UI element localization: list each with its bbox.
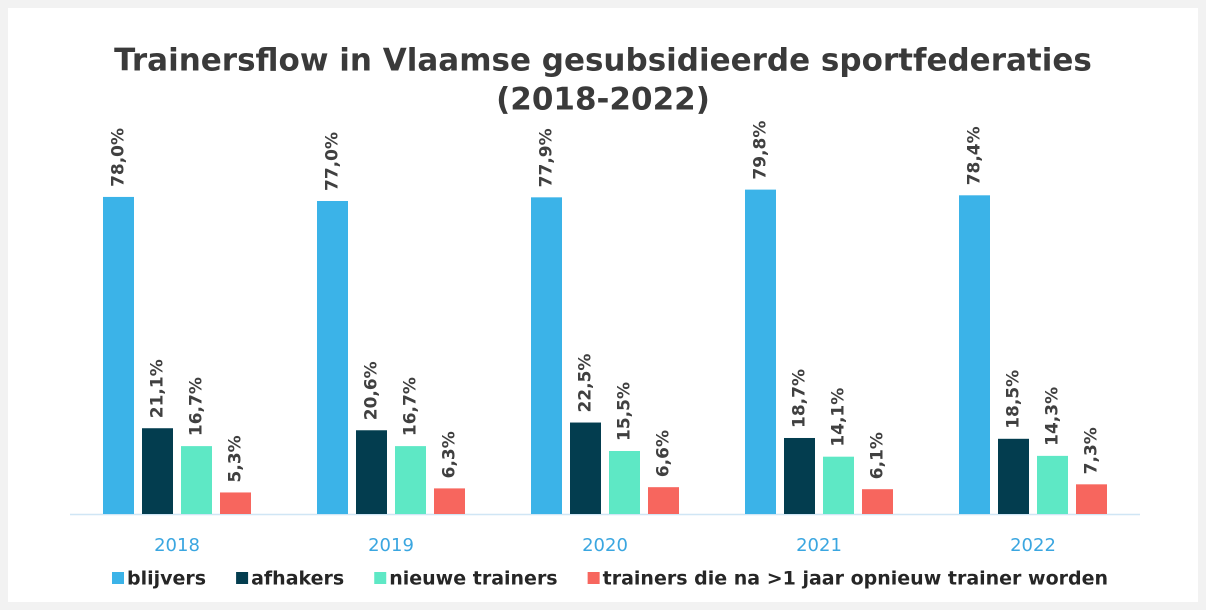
data-label: 78,0%	[109, 128, 129, 187]
data-label: 77,0%	[323, 132, 343, 191]
x-tick-label: 2019	[368, 535, 414, 556]
bar	[317, 200, 348, 514]
data-label: 20,6%	[362, 361, 382, 420]
bar	[1076, 484, 1107, 514]
bar	[648, 487, 679, 514]
bar	[1037, 455, 1068, 514]
bar	[998, 438, 1029, 514]
legend-swatch	[374, 572, 387, 584]
x-tick-label: 2020	[582, 535, 628, 556]
x-tick-label: 2022	[1010, 535, 1056, 556]
bar	[434, 488, 465, 514]
bar	[220, 492, 251, 514]
bar	[356, 430, 387, 514]
data-label: 6,3%	[440, 431, 460, 478]
data-label: 22,5%	[576, 354, 596, 413]
bar	[103, 196, 134, 514]
data-label: 14,1%	[829, 388, 849, 447]
data-label: 16,7%	[401, 377, 421, 436]
chart-title: Trainersflow in Vlaamse gesubsidieerde s…	[114, 43, 1092, 79]
data-label: 7,3%	[1082, 427, 1102, 474]
data-label: 79,8%	[751, 121, 771, 180]
x-tick-label: 2021	[796, 535, 842, 556]
bar	[395, 446, 426, 514]
legend-label: afhakers	[251, 568, 344, 590]
bar	[609, 450, 640, 514]
data-label: 21,1%	[148, 359, 168, 418]
data-label: 78,4%	[965, 126, 985, 185]
data-label: 14,3%	[1043, 387, 1063, 446]
bar	[142, 428, 173, 514]
x-tick-label: 2018	[154, 535, 200, 556]
data-label: 16,7%	[187, 377, 207, 436]
data-label: 6,6%	[654, 430, 674, 477]
data-label: 5,3%	[226, 435, 246, 482]
bar	[531, 197, 562, 515]
legend-swatch	[587, 572, 600, 584]
legend-label: trainers die na >1 jaar opnieuw trainer …	[603, 568, 1108, 590]
bar	[823, 456, 854, 514]
legend-label: blijvers	[127, 568, 206, 590]
bar	[784, 437, 815, 514]
data-label: 18,7%	[790, 369, 810, 428]
data-label: 18,5%	[1004, 370, 1024, 429]
legend-swatch	[112, 572, 124, 584]
data-label: 15,5%	[615, 382, 635, 441]
chart-subtitle: (2018-2022)	[496, 82, 710, 118]
data-label: 77,9%	[537, 128, 557, 187]
bar	[570, 422, 601, 514]
legend-label: nieuwe trainers	[389, 568, 557, 590]
bar	[862, 489, 893, 514]
data-label: 6,1%	[868, 432, 888, 479]
bar	[745, 189, 776, 514]
bar	[959, 195, 990, 514]
legend-swatch	[236, 572, 249, 584]
bar	[181, 446, 212, 514]
